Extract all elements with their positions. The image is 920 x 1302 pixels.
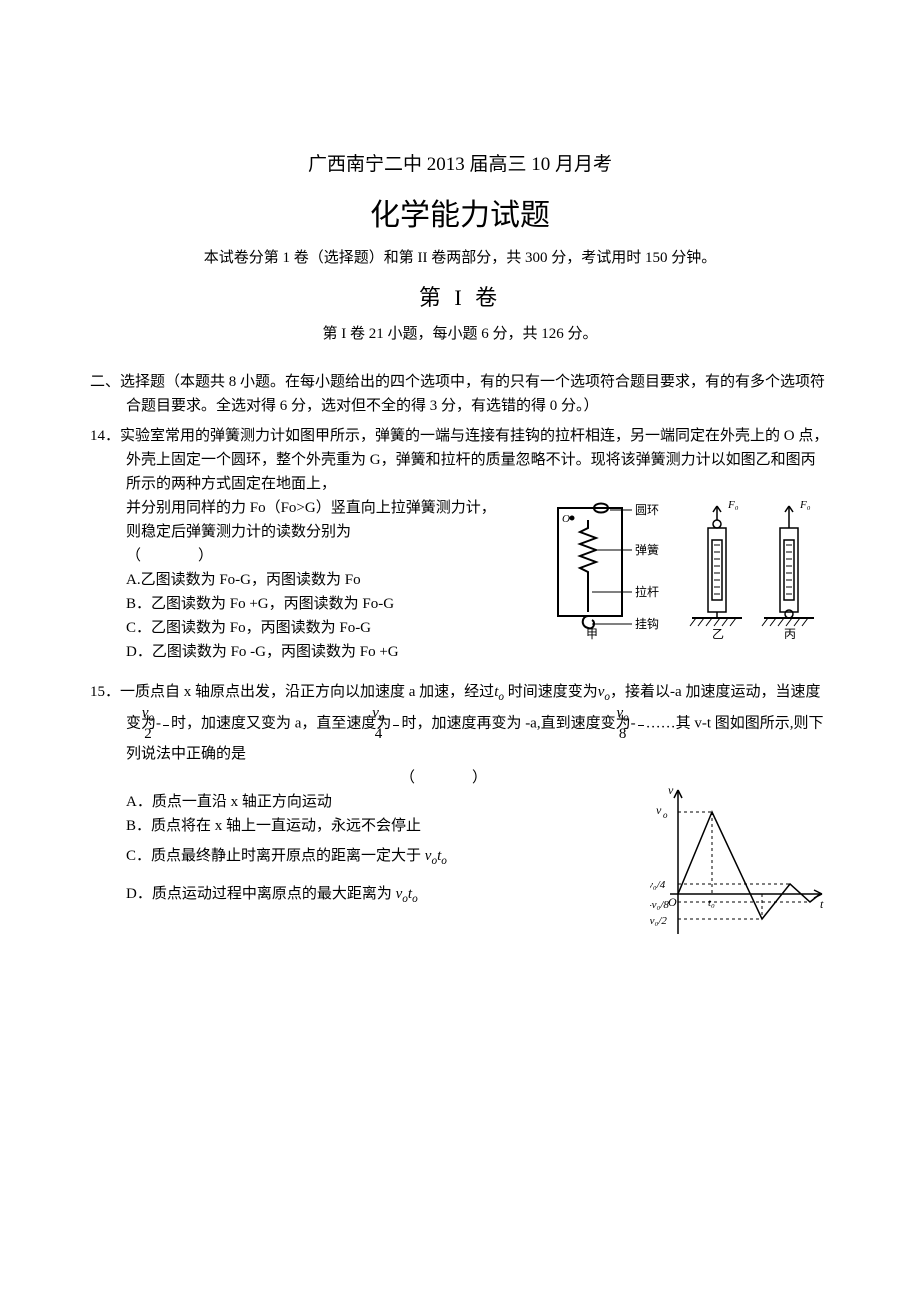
svg-text:v: v bbox=[668, 784, 674, 797]
q15-stem-mid1: 时间速度变为 bbox=[504, 684, 598, 700]
section-heading: 第 I 卷 bbox=[90, 280, 830, 315]
q14-answer-blank: （ ） bbox=[126, 544, 222, 568]
q14-figure: O 圆环 弹簧 拉杆 bbox=[550, 500, 830, 640]
label-jia: 甲 bbox=[586, 627, 598, 640]
q14-stem-1: 实验室常用的弹簧测力计如图甲所示，弹簧的一端与连接有挂钩的拉杆相连，另一端同定在… bbox=[120, 428, 828, 492]
svg-text:v: v bbox=[656, 803, 662, 817]
label-yi: 乙 bbox=[712, 627, 724, 640]
q14-stem-3: 则稳定后弹簧测力计的读数分别为 bbox=[126, 524, 351, 540]
label-ring: 圆环 bbox=[635, 503, 659, 517]
instructions-text: 二、选择题（本题共 8 小题。在每小题给出的四个选项中，有的只有一个选项符合题目… bbox=[90, 370, 830, 418]
svg-text:O: O bbox=[668, 895, 677, 909]
label-spring: 弹簧 bbox=[635, 542, 659, 557]
label-hook: 挂钩 bbox=[635, 617, 659, 631]
school-date-line: 广西南宁二中 2013 届高三 10 月月考 bbox=[90, 150, 830, 180]
q14-number: 14． bbox=[90, 428, 120, 444]
svg-text:t: t bbox=[820, 897, 824, 911]
label-bing: 丙 bbox=[784, 627, 796, 640]
svg-text:-v₀/2: -v₀/2 bbox=[650, 915, 667, 927]
svg-text:-v₀/8: -v₀/8 bbox=[650, 899, 669, 911]
q15-answer-blank: （ ） bbox=[400, 766, 496, 790]
q14-option-d: D．乙图读数为 Fo -G，丙图读数为 Fo +G bbox=[126, 640, 830, 664]
section-sub-info: 第 I 卷 21 小题，每小题 6 分，共 126 分。 bbox=[90, 322, 830, 346]
exam-title: 化学能力试题 bbox=[90, 192, 830, 240]
q15-stem-intro: 一质点自 x 轴原点出发，沿正方向以加速度 a 加速，经过 bbox=[120, 684, 494, 700]
svg-text:t₀: t₀ bbox=[708, 897, 715, 909]
q15-number: 15． bbox=[90, 684, 120, 700]
question-15: 15．一质点自 x 轴原点出发，沿正方向以加速度 a 加速，经过 t o 时间速度变… bbox=[90, 680, 830, 944]
label-rod: 拉杆 bbox=[635, 584, 659, 599]
label-force-bing: F₀ bbox=[799, 500, 811, 511]
label-force-yi: F₀ bbox=[727, 500, 739, 511]
q15-stem-mid3: 时，加速度又变为 a，直至速度为 bbox=[171, 715, 391, 731]
svg-text:o: o bbox=[663, 810, 668, 820]
svg-text:v₀/4: v₀/4 bbox=[650, 879, 666, 891]
exam-info: 本试卷分第 1 卷（选择题）和第 II 卷两部分，共 300 分，考试用时 15… bbox=[90, 246, 830, 270]
question-14: 14．实验室常用的弹簧测力计如图甲所示，弹簧的一端与连接有挂钩的拉杆相连，另一端… bbox=[90, 424, 830, 664]
q15-figure: v o v₀/4 -v₀/2 -v₀/8 O t₀ t v bbox=[650, 784, 830, 944]
svg-text:O: O bbox=[562, 513, 570, 525]
q15-stem-mid4: 时，加速度再变为 -a,直到速度变为 bbox=[401, 715, 630, 731]
